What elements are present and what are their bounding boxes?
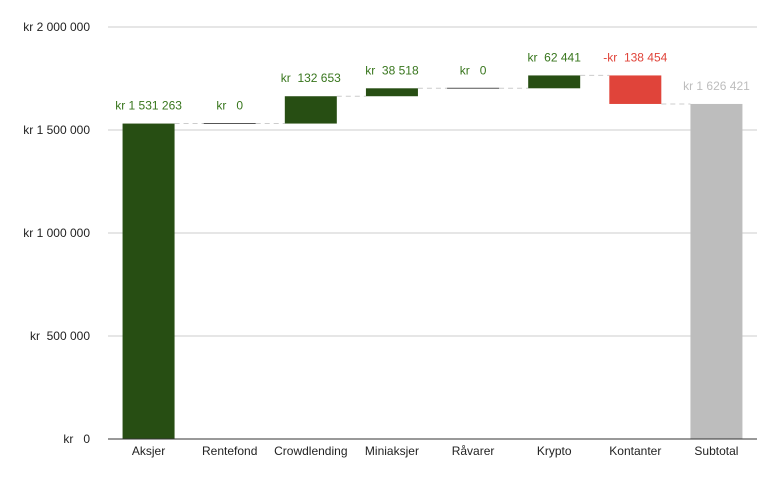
connectors [174, 74, 691, 125]
y-tick-label: kr 0 [63, 432, 90, 446]
x-axis-categories: Aksjer Rentefond Crowdlending Miniaksjer Råv… [132, 444, 739, 458]
data-label: kr 132 653 [281, 71, 341, 85]
bar-crowdlending [284, 96, 337, 124]
bars [122, 75, 743, 440]
data-label: kr 38 518 [365, 63, 419, 77]
gridlines [108, 26, 757, 337]
data-label: kr 1 531 263 [115, 99, 182, 113]
data-label: -kr 138 454 [603, 50, 667, 64]
data-label: kr 1 626 421 [683, 79, 750, 93]
bar-subtotal [690, 103, 743, 439]
x-category-label: Kontanter [609, 444, 661, 458]
y-tick-label: kr 2 000 000 [23, 20, 90, 34]
bar-kontanter [609, 75, 662, 104]
x-category-label: Crowdlending [274, 444, 347, 458]
x-category-label: Aksjer [132, 444, 165, 458]
data-labels: kr 1 531 263 kr 0 kr 132 653 kr 38 518 kr 0 k… [115, 50, 750, 112]
data-label: kr 0 [460, 63, 487, 77]
y-tick-label: kr 1 000 000 [23, 226, 90, 240]
x-category-label: Råvarer [452, 444, 495, 458]
x-category-label: Subtotal [694, 444, 738, 458]
y-axis-ticks: kr 0 kr 500 000 kr 1 000 000 kr 1 500 000 kr… [23, 20, 90, 446]
y-tick-label: kr 1 500 000 [23, 123, 90, 137]
x-category-label: Krypto [537, 444, 572, 458]
data-label: kr 0 [216, 99, 243, 113]
y-tick-label: kr 500 000 [30, 329, 90, 343]
bar-krypto [528, 75, 581, 89]
x-category-label: Rentefond [202, 444, 257, 458]
data-label: kr 62 441 [528, 50, 582, 64]
bar-miniaksjer [365, 88, 418, 97]
x-category-label: Miniaksjer [365, 444, 419, 458]
bar-aksjer [122, 123, 175, 440]
